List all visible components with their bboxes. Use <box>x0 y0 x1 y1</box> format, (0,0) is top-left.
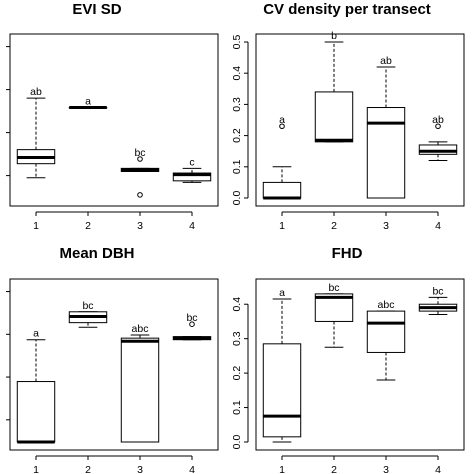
box <box>16 381 56 443</box>
x-tick-label: 4 <box>189 220 195 232</box>
significance-letter: a <box>85 96 91 108</box>
x-tick-label: 3 <box>383 464 389 474</box>
panel-cv-density: CV density per transect 0.0 0.1 0.2 0.3 0.4 0… <box>231 1 465 232</box>
x-tick-label: 1 <box>279 464 285 474</box>
x-tick-label: 3 <box>137 464 143 474</box>
panel-title: EVI SD <box>72 1 121 18</box>
y-tick-label: 0.0 <box>231 435 243 450</box>
y-tick-label: 0.2 <box>231 128 243 143</box>
box <box>366 107 406 199</box>
x-tick-label: 2 <box>85 220 91 232</box>
box <box>262 343 302 438</box>
y-tick-label: 0.5 <box>231 35 243 50</box>
significance-letter: a <box>33 328 39 340</box>
significance-letter: c <box>189 156 194 168</box>
significance-letter: abc <box>132 323 149 335</box>
outlier-point <box>435 123 441 130</box>
y-tick-label: 0.4 <box>231 66 243 81</box>
plot-frame <box>255 33 465 207</box>
box <box>366 310 406 353</box>
x-tick-label: 4 <box>435 220 441 232</box>
y-tick-label: 0.3 <box>231 97 243 112</box>
x-tick-label: 1 <box>279 220 285 232</box>
significance-letter: ab <box>380 55 392 67</box>
x-tick-label: 4 <box>189 464 195 474</box>
x-tick-label: 3 <box>383 220 389 232</box>
box <box>314 91 354 143</box>
y-tick-label: 0.3 <box>231 331 243 346</box>
panel-title: FHD <box>332 245 363 262</box>
box <box>172 172 212 182</box>
significance-letter: a <box>279 114 285 126</box>
box <box>120 337 160 443</box>
x-tick-label: 1 <box>33 220 39 232</box>
plot-frame <box>9 278 219 451</box>
y-tick-label: 0.1 <box>231 400 243 415</box>
significance-letter: b <box>331 30 337 42</box>
significance-letter: bc <box>432 285 443 297</box>
outlier-point <box>137 192 143 198</box>
x-tick-label: 1 <box>33 464 39 474</box>
significance-letter: abc <box>378 299 395 311</box>
y-tick-label: 0.0 <box>231 191 243 206</box>
plot-frame <box>9 33 219 207</box>
significance-letter: bc <box>134 147 145 159</box>
outlier-point <box>137 156 143 162</box>
x-tick-label: 2 <box>331 220 337 232</box>
significance-letter: bc <box>186 312 197 324</box>
panel-title: Mean DBH <box>59 245 134 262</box>
panel-evi-sd: EVI SD 1 2 3 4 ab a bc c <box>6 1 219 232</box>
plot-frame <box>255 278 465 451</box>
significance-letter: ab <box>30 86 42 98</box>
significance-letter: ab <box>432 114 444 126</box>
x-tick-label: 3 <box>137 220 143 232</box>
significance-letter: bc <box>82 300 93 312</box>
y-tick-label: 0.1 <box>231 159 243 174</box>
y-tick-label: 0.4 <box>231 297 243 312</box>
box <box>418 144 458 155</box>
significance-letter: bc <box>328 282 339 294</box>
box <box>262 181 302 199</box>
x-tick-label: 4 <box>435 464 441 474</box>
y-tick-label: 0.2 <box>231 366 243 381</box>
x-tick-label: 2 <box>331 464 337 474</box>
panel-title: CV density per transect <box>263 1 431 18</box>
outlier-point <box>279 123 285 130</box>
outlier-point <box>189 321 195 328</box>
significance-letter: a <box>279 287 285 299</box>
x-tick-label: 2 <box>85 464 91 474</box>
